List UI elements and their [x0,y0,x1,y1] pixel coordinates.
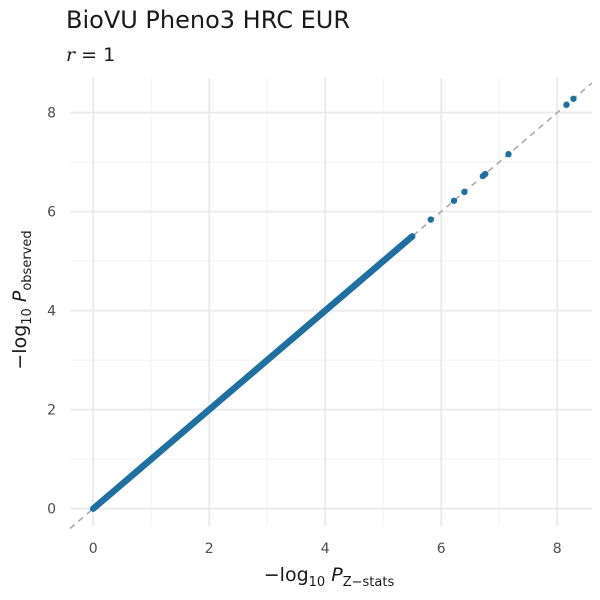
major-gridlines [70,78,592,526]
y-axis-label: −log10 Pobserved [9,230,35,369]
data-point [570,95,577,102]
data-point [505,151,512,158]
data-point [461,188,468,196]
x-tick-label: 8 [553,541,562,557]
data-point [450,197,458,204]
chart-title: BioVU Pheno3 HRC EUR [66,6,350,34]
y-tick-label: 8 [47,106,56,122]
dense-point-band [89,233,416,512]
x-tick-label: 4 [321,541,330,557]
data-point [563,101,570,108]
x-tick-label: 2 [205,541,214,557]
subtitle-symbol: r [66,44,76,66]
chart-subtitle: r = 1 [66,44,115,66]
subtitle-value: 1 [103,44,116,66]
data-point [482,170,489,178]
y-tick-labels: 0 2 4 6 8 [47,106,56,518]
y-tick-label: 4 [47,304,56,320]
y-tick-label: 6 [47,205,56,221]
x-axis-label: −log10 PZ−stats [264,564,395,590]
minor-gridlines [70,78,592,526]
x-tick-labels: 0 2 4 6 8 [89,541,562,557]
x-tick-label: 6 [437,541,446,557]
subtitle-operator: = [75,44,104,66]
y-tick-label: 0 [47,502,56,518]
data-point [427,216,434,223]
x-tick-label: 0 [89,541,98,557]
data-points [89,95,577,512]
y-tick-label: 2 [47,403,56,419]
